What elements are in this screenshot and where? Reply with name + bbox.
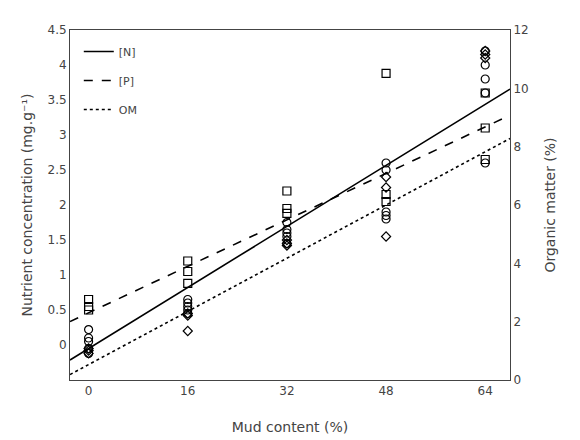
svg-text:0: 0 <box>513 373 521 387</box>
svg-text:32: 32 <box>279 384 294 398</box>
svg-text:3.5: 3.5 <box>48 93 67 107</box>
svg-text:4.5: 4.5 <box>48 23 67 37</box>
svg-text:1.5: 1.5 <box>48 233 67 247</box>
svg-text:64: 64 <box>478 384 493 398</box>
svg-text:16: 16 <box>180 384 195 398</box>
svg-text:0.5: 0.5 <box>48 303 67 317</box>
svg-text:2: 2 <box>513 315 521 329</box>
svg-text:0: 0 <box>85 384 93 398</box>
svg-text:3: 3 <box>59 128 67 142</box>
svg-text:4: 4 <box>59 58 67 72</box>
svg-text:Organic matter (%): Organic matter (%) <box>542 137 558 272</box>
svg-text:[N]: [N] <box>119 46 136 59</box>
svg-text:Mud content (%): Mud content (%) <box>232 419 349 435</box>
svg-text:OM: OM <box>119 104 137 117</box>
svg-text:4: 4 <box>513 257 521 271</box>
svg-text:1: 1 <box>59 268 67 282</box>
svg-text:12: 12 <box>513 23 528 37</box>
svg-text:10: 10 <box>513 82 528 96</box>
svg-text:2.5: 2.5 <box>48 163 67 177</box>
svg-text:48: 48 <box>378 384 393 398</box>
svg-text:Nutrient concentration (mg.g⁻¹: Nutrient concentration (mg.g⁻¹) <box>19 93 35 316</box>
svg-text:2: 2 <box>59 198 67 212</box>
svg-text:8: 8 <box>513 140 521 154</box>
svg-text:[P]: [P] <box>119 75 134 88</box>
svg-text:6: 6 <box>513 198 521 212</box>
svg-text:0: 0 <box>59 338 67 352</box>
